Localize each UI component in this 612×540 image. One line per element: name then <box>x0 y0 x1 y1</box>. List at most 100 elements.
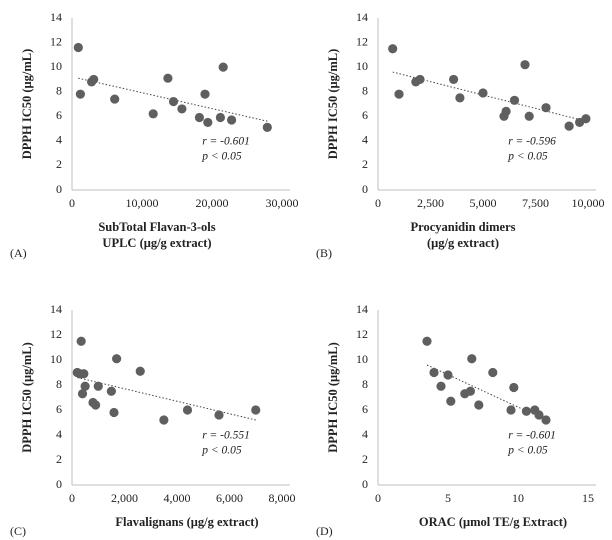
y-tick-label: 12 <box>356 34 368 48</box>
scatter-point <box>524 111 534 121</box>
y-tick-label: 0 <box>56 182 62 196</box>
scatter-point <box>564 121 574 131</box>
scatter-point <box>194 112 204 123</box>
scatter-point <box>203 117 213 128</box>
scatter-point <box>182 405 193 415</box>
scatter-point <box>455 93 465 103</box>
scatter-point <box>79 369 89 379</box>
y-axis-label: DPPH IC50 (μg/mL) <box>20 49 34 160</box>
scatter-point <box>474 400 484 410</box>
scatter-point <box>581 114 591 124</box>
scatter-point <box>509 95 520 105</box>
x-axis-label: Flavalignans (μg/g extract) <box>115 515 258 529</box>
scatter-point <box>218 62 228 72</box>
annotation: r = -0.596 <box>508 135 556 147</box>
y-tick-label: 14 <box>50 10 62 24</box>
y-tick-label: 8 <box>56 83 62 97</box>
x-tick-label: 2,500 <box>417 196 444 210</box>
scatter-point <box>93 381 103 391</box>
panel: 0 2 4 6 8 10 12 14 0 2,000 4,000 6,000 8,000 DPPH IC5… <box>10 302 296 538</box>
x-tick-label: 8,000 <box>269 491 296 505</box>
panel-label: (C) <box>10 524 26 538</box>
y-tick-label: 2 <box>56 452 62 466</box>
panel: 0 2 4 6 8 10 12 14 0 5 10 15 DPPH IC50 (μg/mL) ORAC (… <box>316 302 596 538</box>
x-tick-label: 4,000 <box>164 491 191 505</box>
scatter-point <box>177 104 187 114</box>
x-tick-label: 0 <box>375 491 381 505</box>
x-tick-label: 0 <box>69 491 75 505</box>
scatter-point <box>112 354 122 364</box>
x-tick-label: 10,000 <box>126 196 159 210</box>
y-tick-label: 12 <box>50 34 62 48</box>
y-tick-label: 2 <box>56 157 62 171</box>
scatter-point <box>89 74 99 85</box>
annotation: p < 0.05 <box>201 445 242 457</box>
scatter-point <box>443 370 453 380</box>
y-tick-label: 2 <box>362 157 368 171</box>
y-tick-label: 4 <box>362 133 368 147</box>
y-tick-label: 4 <box>362 427 368 441</box>
panel-label: (B) <box>316 246 332 260</box>
panel: 0 2 4 6 8 10 12 14 0 10,000 20,000 30,000 DPPH IC50 … <box>10 10 299 260</box>
scatter-point <box>135 366 145 376</box>
panel-label: (D) <box>316 524 333 538</box>
scatter-point <box>91 400 101 410</box>
x-axis-label: (μg/g extract) <box>427 236 499 250</box>
scatter-point <box>200 89 210 99</box>
x-tick-label: 5 <box>445 491 451 505</box>
x-axis-label: UPLC (μg/g extract) <box>102 236 211 250</box>
y-tick-label: 0 <box>56 477 62 491</box>
x-axis-label: Procyanidin dimers <box>411 220 516 234</box>
y-tick-label: 6 <box>56 402 62 416</box>
scatter-point <box>109 407 119 418</box>
scatter-point <box>80 381 90 391</box>
annotation: p < 0.05 <box>507 445 548 457</box>
y-tick-label: 10 <box>50 352 62 366</box>
scatter-point <box>541 415 551 425</box>
y-tick-label: 8 <box>362 83 368 97</box>
y-tick-label: 10 <box>50 59 62 73</box>
panel-label: (A) <box>10 246 27 260</box>
x-tick-label: 6,000 <box>216 491 243 505</box>
y-tick-label: 8 <box>362 377 368 391</box>
scatter-point <box>77 389 88 399</box>
scatter-point <box>534 410 544 420</box>
scatter-point <box>446 396 456 406</box>
y-tick-label: 12 <box>50 327 62 341</box>
annotation: r = -0.601 <box>508 430 556 442</box>
y-tick-label: 14 <box>356 10 368 24</box>
y-tick-label: 0 <box>362 182 368 196</box>
y-tick-label: 10 <box>356 59 368 73</box>
scatter-point <box>449 74 459 85</box>
scatter-point <box>422 336 432 346</box>
scatter-point <box>394 89 404 99</box>
trendline <box>78 77 268 122</box>
scatter-point <box>429 367 439 378</box>
y-tick-label: 4 <box>56 427 62 441</box>
x-tick-label: 0 <box>69 196 75 210</box>
y-tick-label: 14 <box>50 302 62 316</box>
y-tick-label: 4 <box>56 133 62 147</box>
y-tick-label: 14 <box>356 302 368 316</box>
scatter-point <box>227 115 237 125</box>
scatter-point <box>501 106 511 116</box>
scatter-point <box>388 44 398 54</box>
scatter-point <box>488 367 498 378</box>
scatter-point <box>76 336 86 346</box>
scatter-point <box>148 109 158 119</box>
y-axis-label: DPPH IC50 (μg/mL) <box>326 49 340 160</box>
scatter-point <box>541 103 551 113</box>
x-tick-label: 15 <box>582 491 594 505</box>
scatter-point <box>214 410 224 420</box>
scatter-point <box>106 386 116 396</box>
scatter-point <box>168 96 179 107</box>
x-axis-label: ORAC (μmol TE/g Extract) <box>419 515 567 529</box>
x-tick-label: 7,500 <box>522 196 549 210</box>
scatter-point <box>415 74 425 85</box>
y-tick-label: 6 <box>362 108 368 122</box>
annotation: p < 0.05 <box>201 150 242 162</box>
x-tick-label: 20,000 <box>196 196 229 210</box>
panel: 0 2 4 6 8 10 12 14 0 2,500 5,000 7,500 10,000 DPPH IC… <box>316 10 605 260</box>
scatter-point <box>520 60 530 70</box>
